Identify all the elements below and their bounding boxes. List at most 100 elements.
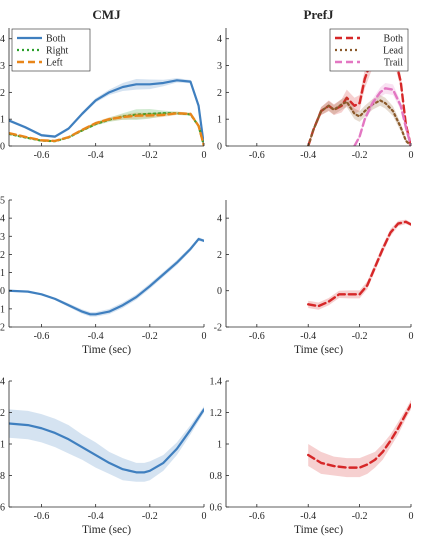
x-tick-label: 0 (409, 511, 414, 522)
panel-title: PrefJ (303, 7, 334, 22)
band-series (308, 219, 411, 310)
y-tick-label: 2 (217, 250, 222, 261)
x-tick-label: -0.4 (88, 150, 104, 161)
legend-label: Both (46, 34, 65, 45)
y-tick-label: 0.8 (0, 471, 5, 482)
plot-area (9, 78, 204, 146)
panel-6: -0.6 -0.4 -0.2 0 0.6 0.8 1 1.2 1.4 Time (sec) (210, 377, 414, 537)
x-tick-label: 0 (409, 150, 414, 161)
x-tick-label: 0 (202, 150, 207, 161)
x-tick-label: -0.2 (352, 511, 368, 522)
x-tick-label: 0 (409, 331, 414, 342)
y-tick-label: 1 (0, 115, 5, 126)
x-tick-label: 0 (202, 331, 207, 342)
y-tick-label: 0.6 (0, 503, 5, 514)
line-series (9, 237, 204, 316)
x-tick-label: 0 (202, 511, 207, 522)
y-tick-label: 2 (0, 88, 5, 99)
y-tick-label: 4 (217, 34, 222, 45)
line-both (307, 44, 411, 146)
x-tick-label: -0.6 (34, 511, 50, 522)
y-tick-label: 1.4 (210, 377, 223, 388)
legend-label: Right (46, 46, 68, 57)
y-tick-label: 1.2 (210, 408, 223, 419)
legend-label: Both (384, 34, 403, 45)
y-tick-label: -1 (0, 304, 5, 315)
line-lead (307, 99, 411, 146)
x-tick-label: -0.2 (142, 150, 158, 161)
y-tick-label: -2 (0, 323, 5, 334)
plot-area (307, 37, 411, 146)
line-series (307, 403, 411, 469)
x-tick-label: -0.4 (300, 331, 316, 342)
y-tick-label: 1 (217, 115, 222, 126)
plot-area (307, 219, 411, 310)
band-both (9, 78, 204, 146)
plot-area (9, 406, 204, 482)
x-axis-label: Time (sec) (82, 344, 131, 356)
y-tick-label: 1.2 (0, 408, 5, 419)
x-tick-label: -0.2 (352, 150, 368, 161)
x-tick-label: -0.6 (249, 511, 265, 522)
line-both (9, 79, 204, 146)
x-tick-label: -0.4 (300, 150, 316, 161)
legend-label: Lead (383, 46, 403, 57)
legend-label: Left (46, 58, 63, 69)
x-tick-label: -0.6 (34, 150, 50, 161)
plot-area (307, 399, 411, 478)
y-tick-label: 0.8 (210, 471, 223, 482)
panel-1: -0.6-0.4-0.2001234CMJGround reaction for… (0, 7, 207, 161)
y-tick-label: -2 (214, 323, 222, 334)
band-left (9, 111, 204, 146)
y-tick-label: 4 (0, 34, 5, 45)
x-tick-label: -0.6 (249, 150, 265, 161)
band-series (9, 237, 204, 317)
x-tick-label: -0.2 (352, 331, 368, 342)
y-tick-label: 3 (0, 232, 5, 243)
y-tick-label: 2 (217, 88, 222, 99)
x-axis-label: Time (sec) (82, 524, 131, 536)
x-tick-label: -0.2 (142, 331, 158, 342)
legend-box (11, 28, 91, 72)
x-tick-label: -0.6 (34, 331, 50, 342)
x-tick-label: -0.4 (88, 511, 104, 522)
y-tick-label: 4 (217, 214, 222, 225)
line-left (9, 112, 204, 146)
y-tick-label: 0 (217, 142, 222, 153)
y-tick-label: 0 (217, 286, 222, 297)
band-series (9, 406, 204, 482)
y-tick-label: 1 (0, 440, 5, 451)
x-tick-label: -0.4 (88, 331, 104, 342)
line-series (307, 220, 411, 308)
y-tick-label: 3 (0, 61, 5, 72)
legend-label: Trail (384, 58, 403, 69)
line-series (9, 408, 204, 474)
x-axis-label: Time (sec) (294, 524, 343, 536)
y-tick-label: 3 (217, 61, 222, 72)
plot-area (9, 237, 204, 317)
band-series (308, 399, 411, 478)
y-tick-label: 0.6 (210, 503, 223, 514)
y-tick-label: 1 (217, 440, 222, 451)
panel-title: CMJ (92, 7, 121, 22)
y-tick-label: 1.4 (0, 377, 5, 388)
y-tick-label: 1 (0, 268, 5, 279)
x-tick-label: -0.6 (249, 331, 265, 342)
y-tick-label: 0 (0, 142, 5, 153)
y-tick-label: 0 (0, 286, 5, 297)
panel-4: -0.6 -0.4 -0.2 0 -2 0 2 4 Time (sec) (214, 200, 414, 356)
x-axis-label: Time (sec) (294, 344, 343, 356)
y-tick-label: 5 (0, 196, 5, 207)
x-tick-label: -0.4 (300, 511, 316, 522)
y-tick-label: 4 (0, 214, 5, 225)
y-tick-label: 2 (0, 250, 5, 261)
legend-box (329, 28, 409, 72)
x-tick-label: -0.2 (142, 511, 158, 522)
band-lead (308, 95, 411, 146)
